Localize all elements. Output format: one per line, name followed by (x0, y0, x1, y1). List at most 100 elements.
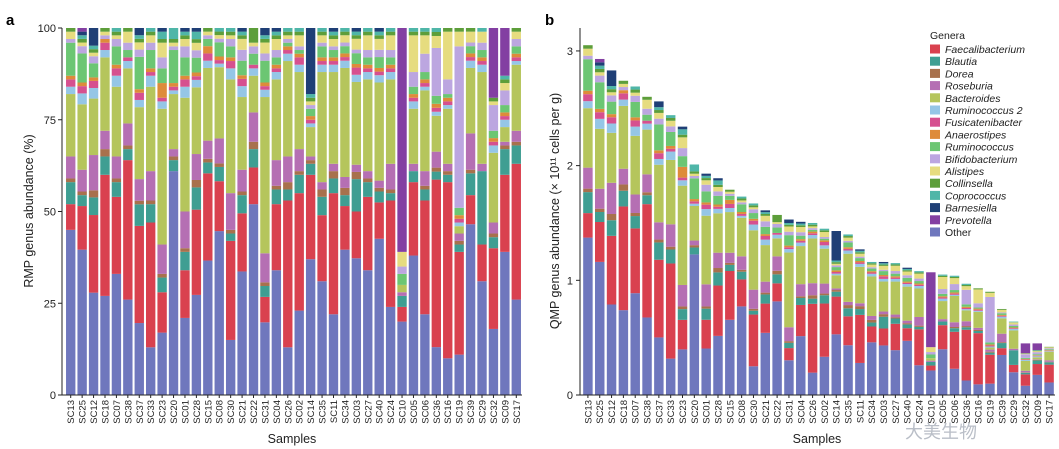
bar-segment (630, 120, 640, 127)
x-tick-label: SC05 (409, 400, 420, 424)
bar-segment (843, 240, 853, 243)
bar-segment (66, 156, 76, 179)
x-tick-label: SC40 (903, 400, 914, 424)
x-tick-label: SC25 (595, 400, 606, 424)
bar-segment (725, 189, 735, 192)
bar-segment (420, 90, 430, 172)
bar-segment (843, 247, 853, 249)
bar-segment (654, 158, 664, 165)
bar-segment (949, 331, 960, 369)
bar-segment (1008, 348, 1019, 351)
bar-segment (677, 126, 688, 130)
bar-segment (340, 176, 350, 188)
bar-segment (317, 57, 327, 62)
bar-stack (807, 222, 818, 395)
bar-segment (937, 276, 948, 290)
bar-segment (772, 256, 782, 271)
bar-segment (397, 295, 407, 307)
bar-segment (111, 46, 122, 65)
bar-segment (397, 321, 407, 395)
bar-segment (595, 68, 605, 73)
bar-segment (796, 221, 806, 224)
bar-segment (583, 48, 593, 56)
bar-segment (191, 28, 202, 32)
bar-segment (203, 35, 213, 39)
bar-segment (973, 311, 983, 328)
bar-segment (111, 64, 122, 69)
bar-segment (237, 86, 247, 98)
legend-swatch (930, 190, 940, 200)
bar-segment (973, 303, 983, 308)
bar-segment (961, 306, 972, 308)
bar-segment (997, 333, 1007, 343)
bar-segment (1020, 374, 1031, 386)
bar-segment (111, 156, 122, 179)
bar-segment (642, 174, 652, 193)
bar-segment (420, 72, 430, 80)
legend-label: Other (945, 227, 972, 239)
bar-segment (677, 166, 688, 178)
bar-segment (595, 208, 605, 213)
bar-segment (408, 28, 419, 32)
legend-swatch (930, 142, 940, 152)
bar-segment (878, 261, 889, 264)
bar-segment (397, 28, 407, 252)
bar-segment (713, 187, 723, 192)
bar-segment (351, 67, 362, 75)
bar-segment (772, 227, 782, 233)
bar-segment (77, 35, 87, 39)
bar-segment (146, 200, 156, 205)
bar-segment (237, 31, 247, 36)
bar-segment (665, 249, 676, 264)
bar-segment (713, 285, 723, 336)
bar-segment (317, 31, 327, 36)
bar-segment (77, 28, 87, 32)
bar-segment (665, 263, 676, 359)
bar-segment (961, 307, 972, 310)
bar-segment (654, 259, 664, 338)
bar-segment (665, 358, 676, 395)
bar-segment (454, 207, 464, 216)
bar-segment (772, 270, 782, 275)
bar-segment (748, 310, 759, 315)
bar-segment (772, 222, 782, 224)
bar-segment (784, 348, 794, 361)
bar-segment (328, 314, 339, 395)
watermark-text: 大美生物 (905, 422, 977, 442)
bar-segment (77, 93, 87, 105)
bar-segment (454, 240, 464, 245)
bar-segment (408, 86, 419, 95)
bar-segment (180, 86, 190, 98)
bar-segment (961, 286, 972, 290)
x-tick-label: SC15 (203, 400, 214, 424)
bar-segment (796, 284, 806, 297)
bar-segment (1032, 364, 1042, 375)
bar-segment (294, 64, 304, 73)
bar-segment (985, 383, 995, 395)
bar-segment (654, 110, 664, 113)
bar-segment (1032, 352, 1042, 355)
bar-stack (283, 28, 293, 395)
bar-segment (985, 349, 995, 352)
bar-stack (796, 221, 806, 395)
bar-segment (949, 278, 960, 285)
x-tick-label: SC20 (690, 400, 701, 424)
bar-segment (454, 46, 464, 208)
bar-segment (866, 273, 877, 277)
bar-segment (772, 223, 782, 228)
bar-segment (831, 291, 841, 297)
x-tick-label: SC10 (398, 400, 409, 424)
bar-segment (180, 46, 190, 58)
bar-segment (248, 68, 259, 76)
bar-segment (606, 95, 617, 102)
bar-segment (385, 200, 396, 307)
bar-segment (203, 28, 213, 32)
bar-segment (477, 42, 487, 51)
bar-segment (88, 63, 99, 78)
bar-segment (796, 227, 806, 233)
bar-segment (146, 68, 156, 73)
bar-segment (618, 83, 629, 88)
bar-segment (914, 281, 924, 284)
bar-segment (465, 169, 476, 174)
bar-segment (123, 160, 133, 300)
